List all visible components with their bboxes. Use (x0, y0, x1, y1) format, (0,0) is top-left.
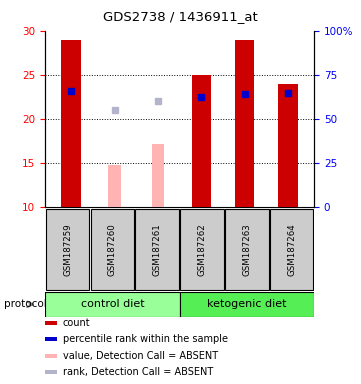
Text: GSM187264: GSM187264 (287, 223, 296, 276)
Bar (180, 292, 314, 317)
Bar (45, 338, 57, 341)
Text: GSM187260: GSM187260 (108, 223, 117, 276)
Bar (91, 209, 134, 290)
Bar (152, 144, 164, 207)
Bar (225, 209, 269, 290)
Text: GSM187259: GSM187259 (63, 223, 72, 276)
Text: control diet: control diet (81, 299, 144, 310)
Bar (45, 354, 57, 358)
Text: GDS2738 / 1436911_at: GDS2738 / 1436911_at (103, 10, 258, 23)
Text: value, Detection Call = ABSENT: value, Detection Call = ABSENT (62, 351, 218, 361)
Bar (108, 165, 121, 207)
Bar (45, 321, 57, 325)
Text: rank, Detection Call = ABSENT: rank, Detection Call = ABSENT (62, 367, 213, 377)
Bar (46, 209, 89, 290)
Text: percentile rank within the sample: percentile rank within the sample (62, 334, 227, 344)
Bar (61, 40, 81, 207)
Text: count: count (62, 318, 90, 328)
Text: GSM187263: GSM187263 (242, 223, 251, 276)
Bar (270, 209, 313, 290)
Bar (192, 75, 211, 207)
Text: protocol: protocol (4, 299, 46, 310)
Bar (278, 84, 298, 207)
Bar (45, 370, 57, 374)
Text: GSM187262: GSM187262 (197, 223, 206, 276)
Text: ketogenic diet: ketogenic diet (207, 299, 287, 310)
Bar (45, 292, 180, 317)
Bar (235, 40, 255, 207)
Bar (180, 209, 224, 290)
Bar (135, 209, 179, 290)
Text: GSM187261: GSM187261 (153, 223, 162, 276)
